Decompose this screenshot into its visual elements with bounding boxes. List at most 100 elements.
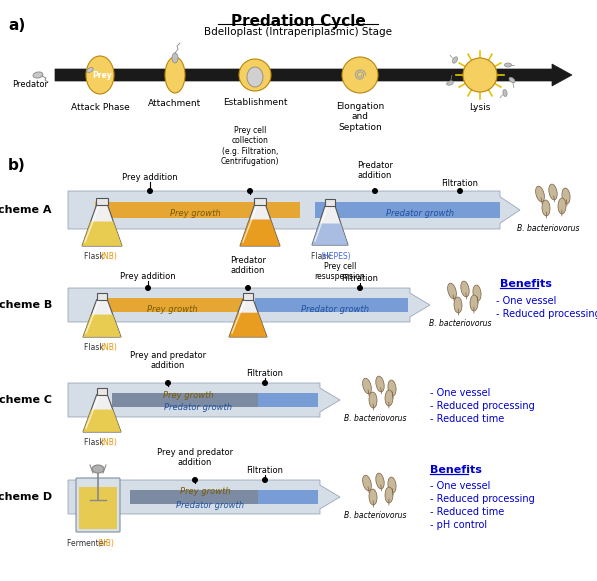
Circle shape [245, 285, 251, 291]
Text: (NB): (NB) [100, 252, 118, 261]
Text: Attachment: Attachment [149, 99, 202, 108]
Text: Establishment: Establishment [223, 98, 287, 107]
Polygon shape [83, 314, 121, 337]
Text: Predator
addition: Predator addition [357, 160, 393, 180]
Text: - Reduced time: - Reduced time [430, 507, 504, 517]
Text: B. bacteriovorus: B. bacteriovorus [517, 224, 579, 233]
Circle shape [247, 188, 253, 194]
Ellipse shape [558, 198, 566, 214]
Polygon shape [254, 198, 266, 205]
Text: (HEPES): (HEPES) [321, 252, 351, 261]
Circle shape [145, 285, 151, 291]
Circle shape [147, 188, 153, 194]
Ellipse shape [172, 53, 178, 63]
Text: (NB): (NB) [100, 343, 118, 352]
Ellipse shape [562, 188, 570, 204]
Text: Prey cell
resuspension: Prey cell resuspension [315, 262, 365, 281]
Text: Benefits: Benefits [430, 465, 482, 475]
Ellipse shape [247, 67, 263, 87]
Polygon shape [240, 205, 280, 246]
Polygon shape [68, 383, 340, 417]
Circle shape [262, 380, 268, 386]
Ellipse shape [376, 376, 384, 392]
Text: B. bacteriovorus: B. bacteriovorus [429, 319, 491, 328]
Ellipse shape [388, 477, 396, 493]
Text: B. bacteriovorus: B. bacteriovorus [344, 414, 406, 423]
Text: a): a) [8, 18, 25, 33]
Ellipse shape [385, 390, 393, 406]
Ellipse shape [385, 487, 393, 503]
Ellipse shape [536, 186, 544, 202]
Ellipse shape [470, 295, 478, 311]
Text: Scheme D: Scheme D [0, 492, 52, 502]
Ellipse shape [86, 56, 114, 94]
Text: b): b) [8, 158, 26, 173]
Ellipse shape [362, 378, 371, 394]
Ellipse shape [453, 57, 457, 63]
Ellipse shape [542, 200, 550, 216]
Text: Prey: Prey [92, 71, 112, 81]
Text: - Reduced processing: - Reduced processing [430, 401, 535, 411]
Ellipse shape [369, 392, 377, 408]
Polygon shape [68, 480, 340, 514]
Text: Prey and predator
addition: Prey and predator addition [130, 350, 206, 370]
Polygon shape [55, 64, 572, 86]
Text: Prey growth: Prey growth [170, 210, 220, 218]
Polygon shape [68, 288, 430, 322]
Ellipse shape [549, 184, 557, 200]
Circle shape [372, 188, 378, 194]
Polygon shape [79, 487, 117, 529]
Text: (NB): (NB) [100, 438, 118, 447]
Ellipse shape [362, 475, 371, 491]
Text: Predator: Predator [12, 80, 48, 89]
Polygon shape [83, 300, 121, 337]
Polygon shape [97, 388, 107, 394]
Text: Fermenter: Fermenter [67, 539, 109, 548]
Polygon shape [130, 490, 258, 504]
Text: Predator growth: Predator growth [386, 210, 454, 218]
Polygon shape [105, 298, 250, 312]
Ellipse shape [473, 285, 481, 301]
Text: Predation Cycle: Predation Cycle [230, 14, 365, 29]
Polygon shape [96, 198, 107, 205]
Text: Predator growth: Predator growth [176, 500, 244, 510]
Text: Prey growth: Prey growth [180, 487, 230, 497]
Polygon shape [325, 199, 335, 206]
Polygon shape [130, 490, 318, 504]
Polygon shape [312, 206, 348, 245]
Polygon shape [112, 393, 258, 407]
Text: - Reduced processing: - Reduced processing [496, 309, 597, 319]
Ellipse shape [239, 59, 271, 91]
Ellipse shape [463, 58, 497, 92]
Circle shape [457, 188, 463, 194]
Polygon shape [229, 313, 267, 337]
FancyBboxPatch shape [76, 478, 120, 532]
Text: Predator growth: Predator growth [164, 403, 232, 413]
Ellipse shape [92, 465, 104, 473]
Text: Scheme C: Scheme C [0, 395, 52, 405]
Circle shape [262, 477, 268, 483]
Text: Predator growth: Predator growth [301, 304, 369, 314]
Text: Prey growth: Prey growth [163, 390, 213, 400]
Text: Flask: Flask [84, 438, 106, 447]
Text: - One vessel: - One vessel [496, 296, 556, 306]
Text: - Reduced processing: - Reduced processing [430, 494, 535, 504]
Ellipse shape [504, 63, 512, 67]
Ellipse shape [509, 77, 515, 83]
Polygon shape [242, 293, 253, 300]
Text: Attack Phase: Attack Phase [70, 103, 130, 112]
Text: Prey and predator
addition: Prey and predator addition [157, 447, 233, 467]
Text: Prey addition: Prey addition [120, 272, 176, 281]
Polygon shape [112, 393, 318, 407]
Text: (NB): (NB) [97, 539, 115, 548]
Polygon shape [82, 221, 122, 246]
Text: Predator
addition: Predator addition [230, 256, 266, 275]
Polygon shape [83, 410, 121, 432]
Ellipse shape [388, 380, 396, 396]
Ellipse shape [165, 57, 185, 93]
Polygon shape [83, 394, 121, 432]
Text: Scheme B: Scheme B [0, 300, 52, 310]
Polygon shape [68, 191, 520, 229]
Text: - One vessel: - One vessel [430, 388, 490, 398]
Ellipse shape [454, 297, 462, 313]
